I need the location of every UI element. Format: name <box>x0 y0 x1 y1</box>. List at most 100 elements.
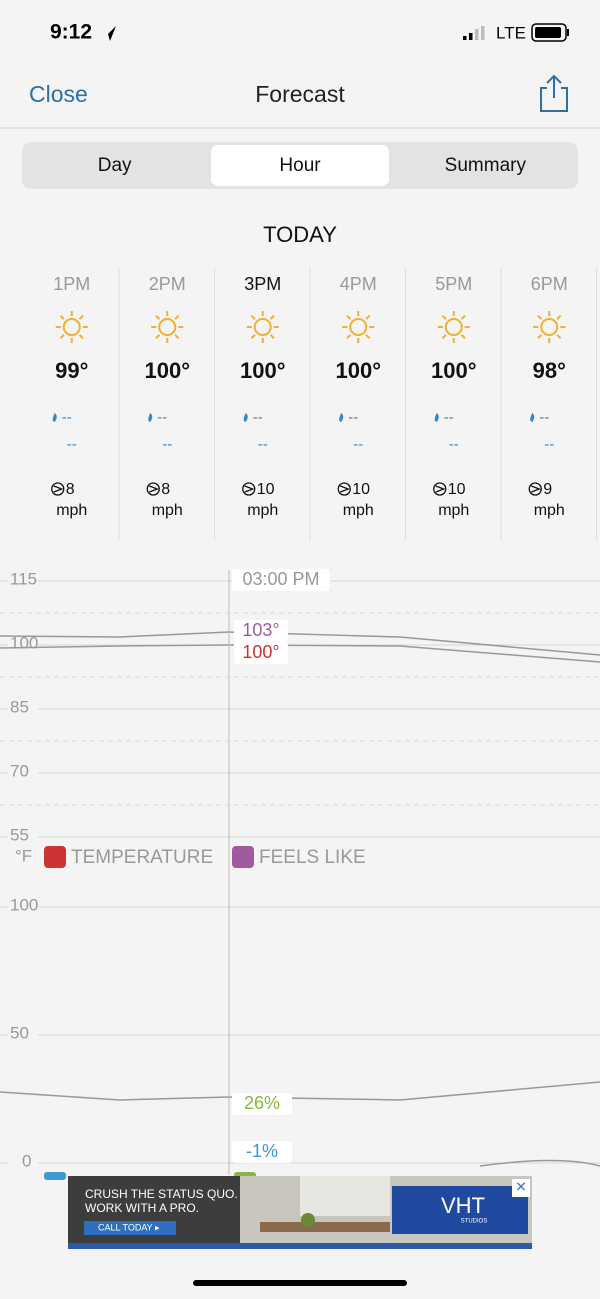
ad-cta[interactable]: CALL TODAY ▸ <box>98 1222 160 1232</box>
sun-ray <box>174 314 180 320</box>
hour-precip: -- <box>157 409 167 426</box>
sun-ray <box>250 334 256 340</box>
hour-precip: -- <box>444 409 454 426</box>
wind-icon <box>146 482 160 496</box>
sun-ray <box>250 314 256 320</box>
sun-icon <box>246 311 279 343</box>
sun-icon <box>151 311 184 343</box>
hour-precip: -- <box>253 409 263 426</box>
legend-swatch <box>44 1172 66 1180</box>
sun-core <box>444 318 463 336</box>
hour-wind: 8 <box>161 481 170 498</box>
tick-bg <box>8 827 38 845</box>
wind-circle <box>528 482 542 496</box>
location-icon <box>102 26 116 41</box>
drop-icon <box>530 413 535 422</box>
tick-bg <box>8 699 38 717</box>
hour-temp: 98° <box>533 358 566 383</box>
hour-precip-amount: -- <box>258 436 268 453</box>
hour-time: 4PM <box>340 274 377 294</box>
hour-time: 1PM <box>53 274 90 294</box>
temperature-value-bg <box>234 642 288 664</box>
y-tick-label: 115 <box>10 569 37 588</box>
wind-icon <box>51 482 65 496</box>
wind-arrow <box>531 485 542 493</box>
hour-temp: 99° <box>55 358 88 383</box>
tick-bg <box>8 571 38 589</box>
humidity-value-bg <box>232 1093 292 1115</box>
ad-banner[interactable]: ✕ <box>68 1176 532 1249</box>
tab[interactable]: Day <box>98 155 132 176</box>
sun-core <box>540 318 559 336</box>
sun-ray <box>537 334 543 340</box>
hour-wind-unit: mph <box>343 502 374 519</box>
sun-ray <box>556 334 562 340</box>
ad-close[interactable]: ✕ <box>515 1179 527 1195</box>
close-button[interactable]: Close <box>29 81 88 107</box>
wind-circle <box>433 482 447 496</box>
hour-wind-unit: mph <box>438 502 469 519</box>
hour-wind: 9 <box>543 481 552 498</box>
sun-ray <box>365 314 371 320</box>
sun-icon <box>437 311 470 343</box>
sun-core <box>349 318 368 336</box>
hour-wind: 10 <box>448 481 466 498</box>
temperature-value: 100° <box>242 642 279 662</box>
tab-selected-bg <box>211 145 389 186</box>
hour-wind-unit: mph <box>152 502 183 519</box>
unit-label: °F <box>15 846 32 865</box>
feels-like-value: 103° <box>242 620 279 640</box>
sun-core <box>253 318 272 336</box>
cursor-time-label: 03:00 PM <box>242 569 319 589</box>
wind-arrow <box>340 485 351 493</box>
sun-ray <box>460 314 466 320</box>
tick-bg <box>8 635 38 653</box>
sun-ray <box>346 334 352 340</box>
sun-core <box>158 318 177 336</box>
dewpoint-line <box>479 1159 600 1167</box>
sun-ray <box>155 314 161 320</box>
wind-arrow <box>149 485 160 493</box>
tick-bg <box>8 1153 38 1171</box>
hour-wind: 10 <box>257 481 275 498</box>
sun-ray <box>346 314 352 320</box>
hour-precip-amount: -- <box>162 436 172 453</box>
legend-label: TEMPERATURE <box>71 847 213 868</box>
sun-ray <box>269 314 275 320</box>
wind-icon <box>433 482 447 496</box>
signal-icon <box>463 26 485 40</box>
feels-like-value-bg <box>234 620 288 642</box>
sun-ray <box>59 334 65 340</box>
hour-precip: -- <box>539 409 549 426</box>
drop-icon <box>434 413 439 422</box>
hour-time: 5PM <box>435 274 472 294</box>
hour-wind-unit: mph <box>247 502 278 519</box>
tick-bg <box>8 897 38 915</box>
ad-brand: VHT <box>441 1193 485 1218</box>
ad-line: CRUSH THE STATUS QUO. <box>85 1187 238 1201</box>
tab[interactable]: Hour <box>279 155 321 176</box>
wind-circle <box>337 482 351 496</box>
tab[interactable]: Summary <box>445 155 527 176</box>
drop-icon <box>52 413 57 422</box>
sun-ray <box>441 314 447 320</box>
share-button[interactable] <box>540 74 568 112</box>
y-tick-label: 50 <box>10 1023 29 1042</box>
home-indicator <box>193 1280 407 1286</box>
status-time: 9:12 <box>50 21 92 44</box>
sun-icon <box>342 311 375 343</box>
sun-icon <box>55 311 88 343</box>
sun-ray <box>155 334 161 340</box>
nav-title: Forecast <box>255 81 345 107</box>
network-label: LTE <box>496 23 526 42</box>
hour-wind-unit: mph <box>56 502 87 519</box>
y-tick-label: 100 <box>10 895 38 914</box>
hour-temp: 100° <box>431 358 477 383</box>
hour-time: 2PM <box>149 274 186 294</box>
sun-ray <box>441 334 447 340</box>
y-tick-label: 55 <box>10 825 29 844</box>
sun-ray <box>556 314 562 320</box>
sun-ray <box>537 314 543 320</box>
